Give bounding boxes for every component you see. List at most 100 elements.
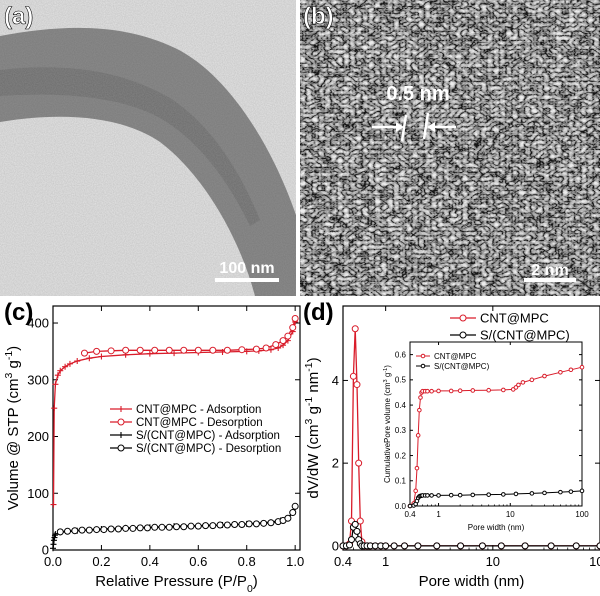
data-point	[216, 521, 224, 529]
data-point	[267, 519, 275, 527]
data-point	[558, 489, 563, 495]
x-tick-label: 0.8	[238, 554, 256, 569]
x-tick-label: 1	[382, 554, 389, 569]
panel-b-scale-bar	[524, 278, 576, 282]
x-axis-label: Pore width (nm)	[419, 573, 525, 590]
data-point	[165, 523, 173, 531]
data-point	[223, 346, 231, 354]
data-point	[448, 492, 454, 498]
data-point	[80, 349, 88, 357]
y-tick-label: 0.2	[395, 451, 407, 460]
data-point	[356, 517, 364, 525]
data-point	[136, 346, 144, 354]
data-point	[596, 542, 600, 550]
data-point	[425, 493, 430, 498]
lattice-spacing-label: 0.5 nm	[386, 83, 449, 105]
data-point	[457, 542, 465, 550]
data-point	[56, 528, 64, 536]
data-point	[417, 407, 422, 413]
y-tick-label: 0	[332, 538, 339, 553]
legend-label: CNT@MPC - Adsorption	[136, 404, 261, 416]
y-tick-label: 0.0	[395, 502, 407, 511]
data-point	[171, 350, 178, 357]
data-point	[100, 526, 108, 534]
data-point	[284, 332, 292, 340]
x-tick-label: 0.0	[44, 554, 62, 569]
data-point	[291, 502, 299, 510]
legend-marker	[420, 363, 426, 369]
chart-d-inset-cumulative: 0.4 1 10 100 0.0 0.1 0.2 0.3 0.4 0.5 0.6 Pore width…	[383, 341, 589, 532]
x-tick-label: 1.0	[286, 554, 304, 569]
data-point	[457, 492, 463, 498]
data-point	[66, 360, 73, 367]
plot-frame	[342, 305, 600, 551]
data-point	[143, 524, 151, 532]
data-point	[418, 395, 423, 400]
legend-marker	[459, 314, 467, 322]
data-point	[568, 367, 574, 373]
y-axis-label: Volume @ STP (cm3 g-1)	[3, 346, 22, 510]
panel-d-label: (d)	[303, 299, 334, 326]
data-point	[180, 346, 188, 354]
y-tick-label: 0.6	[395, 350, 407, 359]
data-point	[347, 536, 355, 544]
data-point	[194, 346, 202, 354]
data-point	[187, 522, 195, 530]
chart-c-isotherm: 0.0 0.2 0.4 0.6 0.8 1.0 0 100 200 300 400 Relative …	[3, 305, 304, 595]
legend-marker	[459, 331, 467, 339]
data-point	[122, 524, 130, 532]
data-point	[260, 519, 268, 527]
data-point	[245, 520, 253, 528]
panel-a-label: (a)	[4, 3, 33, 30]
data-point	[114, 525, 122, 533]
x-tick-label: 0.4	[334, 554, 352, 569]
data-point	[542, 373, 547, 379]
data-point	[151, 523, 159, 531]
data-point	[209, 346, 217, 354]
data-point	[429, 493, 434, 498]
y-tick-label: 4	[332, 373, 339, 388]
data-point	[478, 542, 486, 550]
data-point	[202, 522, 210, 530]
data-point	[71, 527, 79, 535]
legend-marker	[118, 406, 124, 412]
plot-frame	[52, 305, 301, 551]
data-point	[57, 367, 64, 374]
panel-b-label: (b)	[303, 3, 334, 30]
x-tick-label: 100	[575, 510, 589, 519]
x-tick-label: 0.4	[141, 554, 159, 569]
data-point	[529, 377, 535, 383]
x-tick-label: 0.6	[189, 554, 207, 569]
data-point	[93, 526, 101, 534]
data-point	[52, 531, 59, 538]
data-point	[107, 347, 115, 355]
data-point	[353, 527, 361, 535]
data-point	[291, 314, 299, 322]
data-point	[401, 542, 409, 550]
legend-marker	[117, 418, 125, 426]
legend-label: S/(CNT@MPC)	[480, 328, 570, 343]
data-point	[414, 465, 420, 471]
data-point	[173, 523, 180, 531]
data-point	[231, 520, 239, 528]
data-point	[568, 489, 574, 494]
data-point	[238, 346, 246, 354]
data-point	[390, 542, 398, 550]
panel-a-scale-bar	[215, 278, 279, 282]
data-point	[501, 492, 506, 497]
data-point	[542, 490, 547, 496]
data-point	[51, 405, 58, 412]
y-tick-label: 0.5	[395, 376, 407, 385]
x-tick-label: 0.2	[92, 554, 110, 569]
legend-label: S/(CNT@MPC) - Adsorption	[136, 430, 280, 442]
data-point	[86, 355, 93, 362]
x-tick-label: 1	[436, 510, 441, 519]
data-point	[85, 526, 93, 534]
data-point	[146, 350, 153, 357]
data-point	[558, 369, 563, 375]
data-point	[407, 503, 413, 509]
data-point	[223, 521, 231, 529]
legend-label: S/(CNT@MPC)	[434, 362, 490, 371]
data-point	[151, 346, 159, 354]
x-tick-label: 10	[506, 510, 515, 519]
